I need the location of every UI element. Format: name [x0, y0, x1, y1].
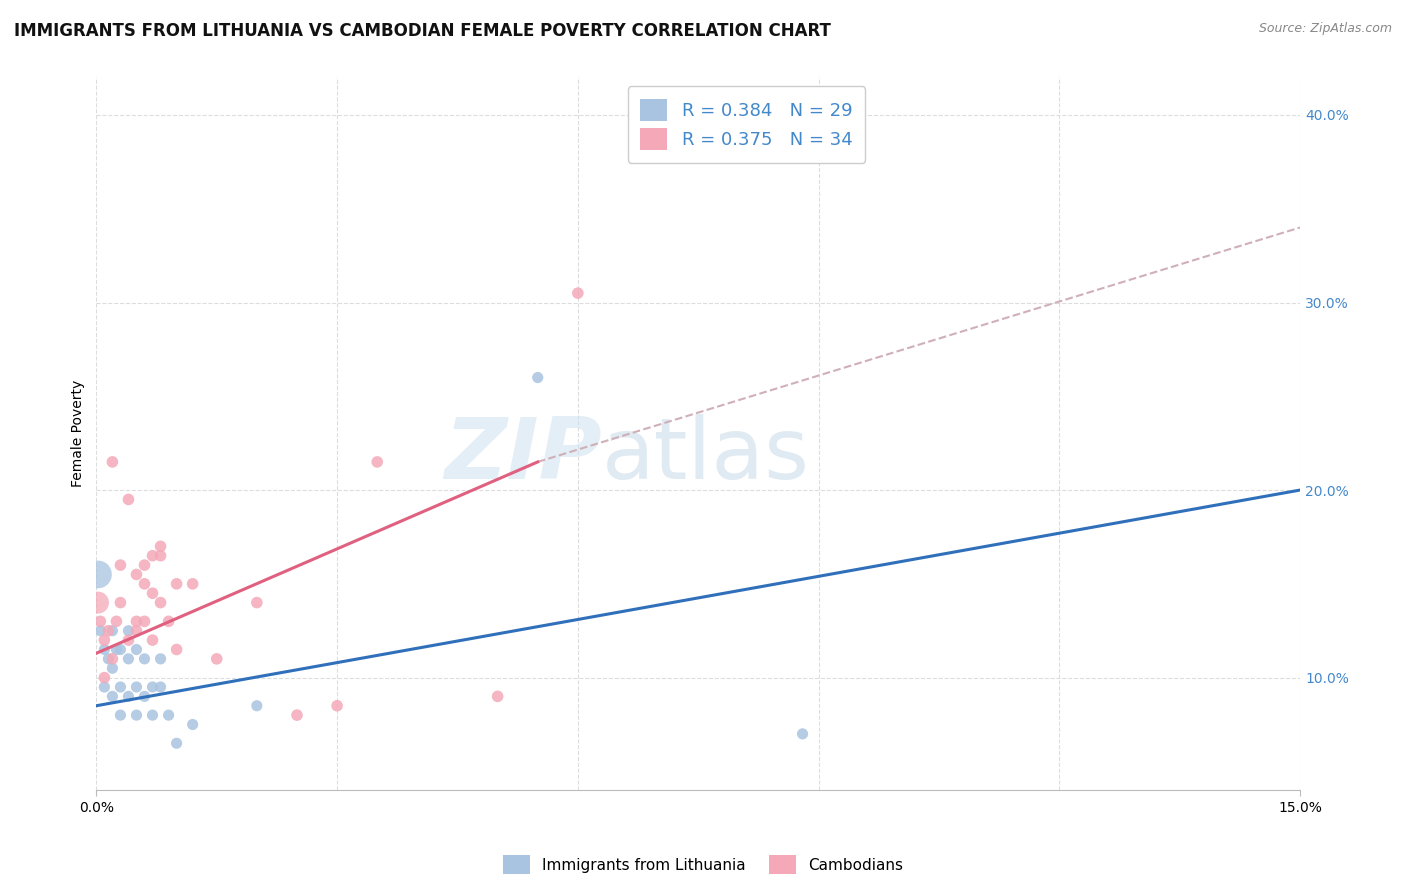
Point — [87, 567, 110, 582]
Point — [166, 577, 188, 591]
Point — [110, 708, 132, 723]
Point — [149, 652, 172, 666]
Point — [246, 596, 269, 610]
Point — [89, 624, 111, 638]
Point — [326, 698, 349, 713]
Point — [141, 586, 163, 600]
Point — [125, 615, 148, 629]
Point — [110, 558, 132, 572]
Point — [117, 690, 139, 704]
Point — [125, 708, 148, 723]
Point — [141, 708, 163, 723]
Point — [166, 642, 188, 657]
Text: Source: ZipAtlas.com: Source: ZipAtlas.com — [1258, 22, 1392, 36]
Y-axis label: Female Poverty: Female Poverty — [72, 380, 86, 487]
Point — [93, 671, 115, 685]
Point — [157, 615, 180, 629]
Point — [117, 652, 139, 666]
Point — [89, 615, 111, 629]
Point — [134, 615, 156, 629]
Text: IMMIGRANTS FROM LITHUANIA VS CAMBODIAN FEMALE POVERTY CORRELATION CHART: IMMIGRANTS FROM LITHUANIA VS CAMBODIAN F… — [14, 22, 831, 40]
Point — [105, 615, 128, 629]
Point — [792, 727, 814, 741]
Point — [117, 633, 139, 648]
Point — [141, 549, 163, 563]
Point — [117, 492, 139, 507]
Point — [110, 642, 132, 657]
Point — [117, 624, 139, 638]
Point — [366, 455, 388, 469]
Point — [125, 680, 148, 694]
Text: ZIP: ZIP — [444, 414, 602, 497]
Point — [101, 652, 124, 666]
Point — [526, 370, 548, 384]
Point — [149, 549, 172, 563]
Point — [97, 652, 120, 666]
Text: atlas: atlas — [602, 414, 810, 497]
Point — [93, 633, 115, 648]
Point — [149, 539, 172, 553]
Point — [101, 624, 124, 638]
Point — [141, 633, 163, 648]
Point — [134, 558, 156, 572]
Point — [134, 690, 156, 704]
Point — [134, 652, 156, 666]
Point — [125, 624, 148, 638]
Point — [134, 577, 156, 591]
Point — [166, 736, 188, 750]
Point — [97, 624, 120, 638]
Point — [101, 690, 124, 704]
Point — [105, 642, 128, 657]
Point — [181, 717, 204, 731]
Point — [246, 698, 269, 713]
Legend: Immigrants from Lithuania, Cambodians: Immigrants from Lithuania, Cambodians — [496, 849, 910, 880]
Point — [157, 708, 180, 723]
Point — [93, 642, 115, 657]
Point — [567, 286, 589, 301]
Point — [125, 642, 148, 657]
Point — [87, 596, 110, 610]
Point — [149, 680, 172, 694]
Point — [486, 690, 509, 704]
Point — [141, 680, 163, 694]
Point — [110, 680, 132, 694]
Point — [93, 680, 115, 694]
Point — [125, 567, 148, 582]
Point — [285, 708, 308, 723]
Legend: R = 0.384   N = 29, R = 0.375   N = 34: R = 0.384 N = 29, R = 0.375 N = 34 — [627, 87, 865, 163]
Point — [110, 596, 132, 610]
Point — [149, 596, 172, 610]
Point — [101, 455, 124, 469]
Point — [101, 661, 124, 675]
Point — [181, 577, 204, 591]
Point — [205, 652, 228, 666]
